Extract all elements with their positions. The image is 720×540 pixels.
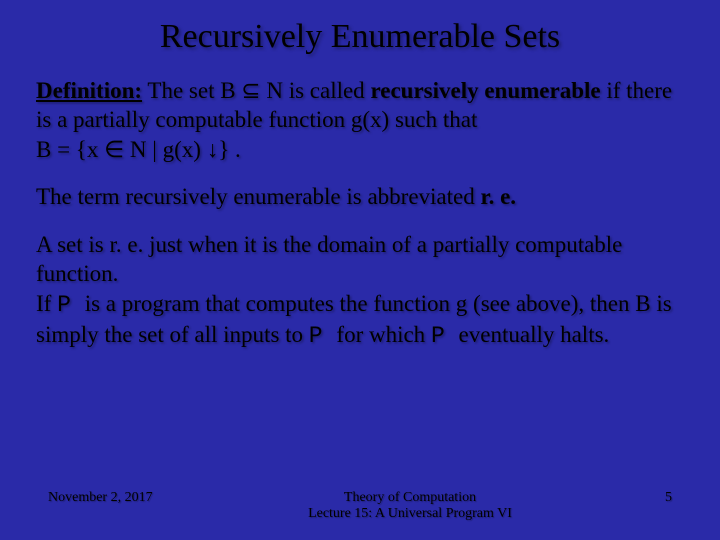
expl-t1: A set is r. e. just when it is the domai… [36, 232, 622, 286]
subset-symbol: ⊆ [241, 78, 260, 103]
footer-line1: Theory of Computation [344, 490, 476, 505]
eq-c: } . [218, 137, 241, 162]
footer-page: 5 [612, 490, 672, 506]
term-recursively-enumerable: recursively enumerable [370, 78, 600, 103]
program-p-2: P [309, 323, 337, 349]
slide-title: Recursively Enumerable Sets [36, 18, 684, 56]
converges-symbol: ↓ [207, 137, 219, 162]
abbrev-t1: The term recursively enumerable is abbre… [36, 184, 480, 209]
abbrev-paragraph: The term recursively enumerable is abbre… [36, 182, 684, 211]
footer: November 2, 2017 Theory of Computation L… [0, 490, 720, 522]
definition-paragraph: Definition: The set B ⊆ N is called recu… [36, 76, 684, 164]
program-p-1: P [57, 292, 85, 318]
footer-line2: Lecture 15: A Universal Program VI [308, 506, 512, 521]
eq-b: N | g(x) [124, 137, 207, 162]
program-p-3: P [431, 323, 459, 349]
expl-t2c: for which [336, 322, 431, 347]
eq-a: B = {x [36, 137, 104, 162]
slide: Recursively Enumerable Sets Definition: … [0, 0, 720, 540]
term-re: r. e. [480, 184, 516, 209]
expl-t2d: eventually halts. [459, 322, 610, 347]
element-of-symbol: ∈ [104, 137, 124, 162]
def-t2: N is called [261, 78, 371, 103]
explanation-paragraph: A set is r. e. just when it is the domai… [36, 230, 684, 352]
footer-date: November 2, 2017 [48, 490, 208, 506]
def-t1: The set B [142, 78, 241, 103]
definition-label: Definition: [36, 78, 142, 103]
expl-t2a: If [36, 291, 57, 316]
footer-center: Theory of Computation Lecture 15: A Univ… [208, 490, 612, 522]
